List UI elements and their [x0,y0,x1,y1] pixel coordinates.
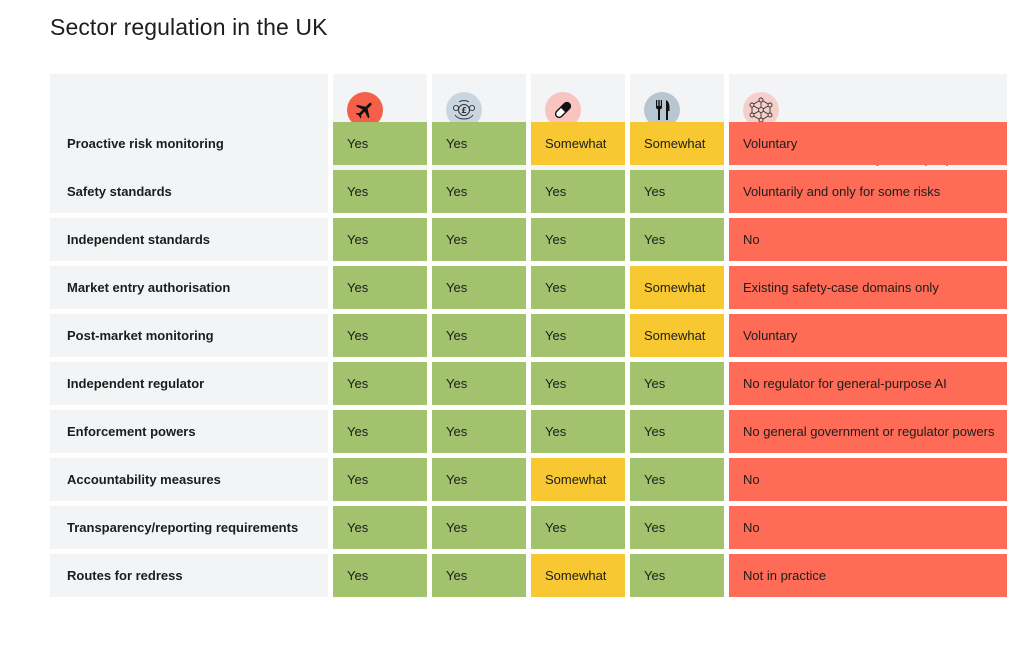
table-cell: Yes [630,458,724,501]
table-cell: Yes [432,218,526,261]
row-feature-label: Safety standards [50,170,328,213]
table-cell: Yes [333,170,427,213]
table-cell: No [729,218,1007,261]
table-cell: Yes [531,170,625,213]
table-cell: Voluntarily and only for some risks [729,170,1007,213]
table-cell: Yes [333,506,427,549]
table-cell: No regulator for general-purpose AI [729,362,1007,405]
table-cell: No [729,506,1007,549]
table-cell: Voluntary [729,122,1007,165]
table-cell: Yes [531,314,625,357]
table-cell: Yes [333,362,427,405]
row-feature-label: Transparency/reporting requirements [50,506,328,549]
table-cell: Yes [432,122,526,165]
table-cell: Yes [531,218,625,261]
table-cell: Somewhat [531,458,625,501]
regulation-table: FeatureAviation£Financial ServicesPharma… [50,74,1007,597]
table-cell: Somewhat [630,122,724,165]
svg-text:£: £ [461,106,467,115]
table-cell: Yes [432,410,526,453]
row-feature-label: Proactive risk monitoring [50,122,328,165]
row-feature-label: Enforcement powers [50,410,328,453]
table-cell: Yes [333,314,427,357]
table-cell: Yes [432,554,526,597]
table-cell: Yes [630,218,724,261]
row-feature-label: Independent standards [50,218,328,261]
table-cell: Somewhat [531,554,625,597]
table-cell: Yes [432,266,526,309]
table-cell: Yes [333,122,427,165]
table-cell: No general government or regulator power… [729,410,1007,453]
row-feature-label: Accountability measures [50,458,328,501]
table-cell: Yes [333,554,427,597]
table-cell: Yes [630,170,724,213]
table-cell: Yes [531,362,625,405]
table-cell: Voluntary [729,314,1007,357]
table-cell: Yes [531,266,625,309]
table-cell: Yes [531,410,625,453]
table-cell: Somewhat [630,314,724,357]
table-cell: Yes [432,170,526,213]
table-cell: Yes [630,506,724,549]
table-cell: Yes [630,362,724,405]
table-cell: Yes [432,362,526,405]
table-cell: Yes [630,410,724,453]
table-cell: Yes [333,458,427,501]
table-cell: Yes [531,506,625,549]
table-cell: Somewhat [630,266,724,309]
chart-title: Sector regulation in the UK [50,14,328,40]
row-feature-label: Routes for redress [50,554,328,597]
row-feature-label: Independent regulator [50,362,328,405]
table-cell: Yes [333,266,427,309]
table-cell: No [729,458,1007,501]
table-cell: Yes [432,458,526,501]
table-cell: Yes [432,314,526,357]
row-feature-label: Post-market monitoring [50,314,328,357]
row-feature-label: Market entry authorisation [50,266,328,309]
table-cell: Not in practice [729,554,1007,597]
table-cell: Yes [432,506,526,549]
table-cell: Yes [333,218,427,261]
table-cell: Yes [630,554,724,597]
table-cell: Somewhat [531,122,625,165]
table-cell: Existing safety-case domains only [729,266,1007,309]
table-cell: Yes [333,410,427,453]
